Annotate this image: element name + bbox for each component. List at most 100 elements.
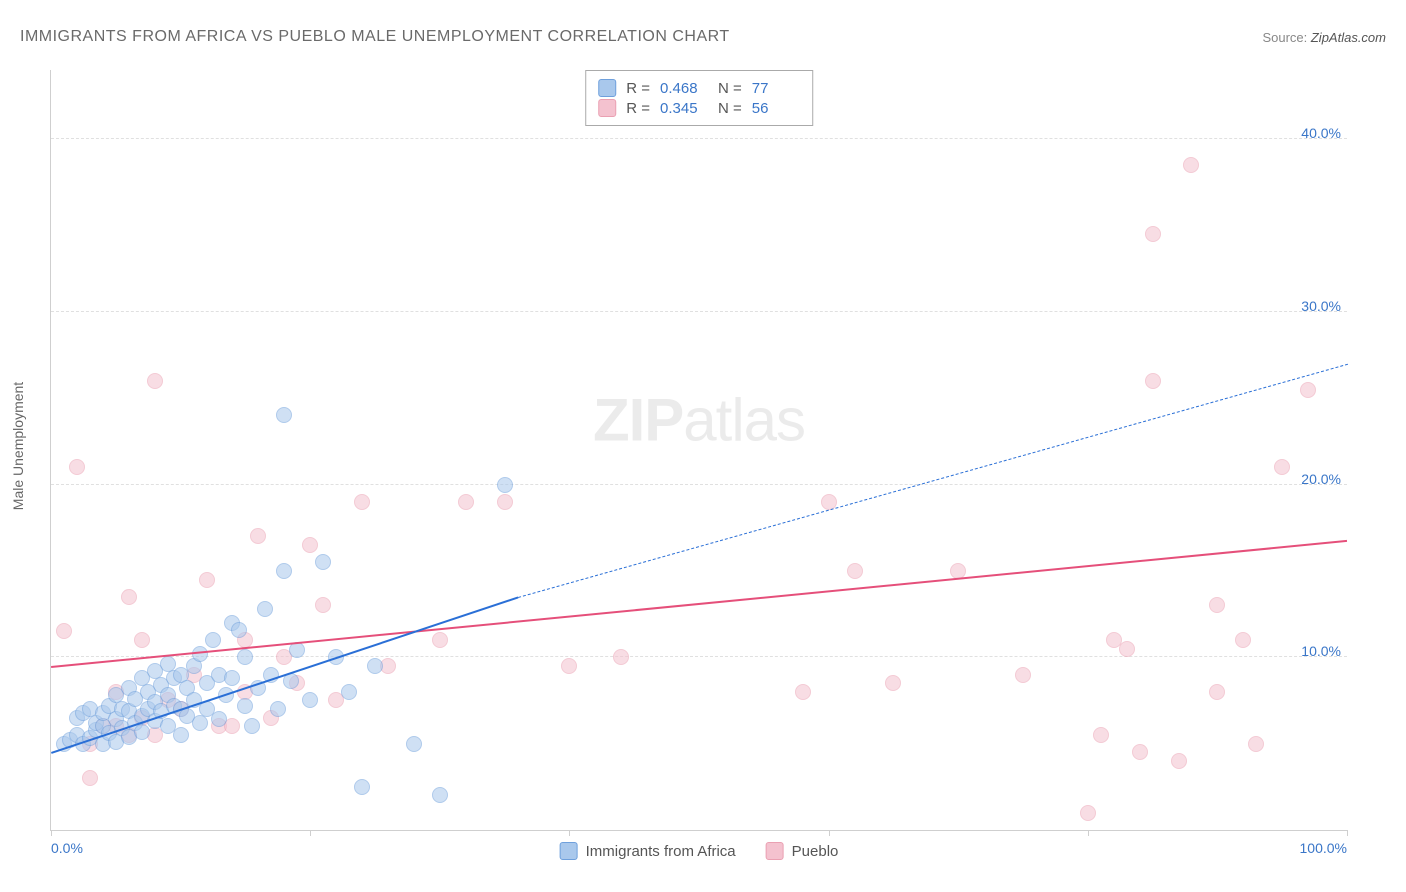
r-value-a: 0.468 xyxy=(660,80,708,97)
point-series-b xyxy=(1183,157,1199,173)
point-series-b xyxy=(1248,736,1264,752)
y-tick-label: 30.0% xyxy=(1301,298,1341,314)
x-tick xyxy=(829,830,830,836)
point-series-b xyxy=(1080,805,1096,821)
point-series-a xyxy=(237,698,253,714)
point-series-b xyxy=(1274,459,1290,475)
gridline-h xyxy=(51,311,1347,312)
r-label: R = xyxy=(626,80,650,97)
y-tick-label: 40.0% xyxy=(1301,125,1341,141)
source-site: ZipAtlas.com xyxy=(1311,30,1386,45)
x-tick xyxy=(569,830,570,836)
chart-title: IMMIGRANTS FROM AFRICA VS PUEBLO MALE UN… xyxy=(20,28,730,46)
scatter-plot-area: ZIPatlas R = 0.468 N = 77 R = 0.345 N = … xyxy=(50,70,1347,831)
gridline-h xyxy=(51,138,1347,139)
point-series-b xyxy=(1119,641,1135,657)
legend-row-b: R = 0.345 N = 56 xyxy=(598,99,800,117)
legend-row-a: R = 0.468 N = 77 xyxy=(598,79,800,97)
point-series-b xyxy=(1300,382,1316,398)
watermark-light: atlas xyxy=(683,386,805,453)
n-label: N = xyxy=(718,100,742,117)
chart-source: Source: ZipAtlas.com xyxy=(1262,30,1386,45)
point-series-b xyxy=(82,770,98,786)
point-series-b xyxy=(847,563,863,579)
y-tick-label: 20.0% xyxy=(1301,471,1341,487)
point-series-b xyxy=(1145,373,1161,389)
point-series-a xyxy=(432,787,448,803)
point-series-a xyxy=(205,632,221,648)
point-series-a xyxy=(244,718,260,734)
point-series-a xyxy=(237,649,253,665)
point-series-a xyxy=(289,642,305,658)
n-value-a: 77 xyxy=(752,80,800,97)
r-label: R = xyxy=(626,100,650,117)
swatch-series-b xyxy=(598,99,616,117)
point-series-a xyxy=(276,407,292,423)
y-axis-title: Male Unemployment xyxy=(10,382,26,510)
point-series-a xyxy=(270,701,286,717)
x-tick xyxy=(51,830,52,836)
x-min-label: 0.0% xyxy=(51,840,83,856)
trendline-series-b xyxy=(51,540,1347,668)
point-series-b xyxy=(561,658,577,674)
point-series-b xyxy=(199,572,215,588)
point-series-a xyxy=(211,711,227,727)
point-series-a xyxy=(302,692,318,708)
watermark: ZIPatlas xyxy=(593,385,805,454)
point-series-b xyxy=(147,373,163,389)
point-series-b xyxy=(69,459,85,475)
point-series-b xyxy=(1145,226,1161,242)
x-tick xyxy=(310,830,311,836)
x-tick xyxy=(1347,830,1348,836)
point-series-a xyxy=(276,563,292,579)
point-series-a xyxy=(497,477,513,493)
point-series-b xyxy=(613,649,629,665)
r-value-b: 0.345 xyxy=(660,100,708,117)
point-series-b xyxy=(795,684,811,700)
point-series-a xyxy=(257,601,273,617)
point-series-a xyxy=(224,670,240,686)
y-tick-label: 10.0% xyxy=(1301,643,1341,659)
point-series-a xyxy=(367,658,383,674)
point-series-b xyxy=(134,632,150,648)
point-series-a xyxy=(173,727,189,743)
trendline-series-a xyxy=(51,597,518,754)
point-series-a xyxy=(192,715,208,731)
point-series-b xyxy=(1171,753,1187,769)
n-label: N = xyxy=(718,80,742,97)
point-series-a xyxy=(315,554,331,570)
point-series-b xyxy=(1209,597,1225,613)
source-label: Source: xyxy=(1262,30,1310,45)
point-series-b xyxy=(1093,727,1109,743)
point-series-b xyxy=(121,589,137,605)
watermark-bold: ZIP xyxy=(593,386,683,453)
point-series-a xyxy=(231,622,247,638)
point-series-b xyxy=(458,494,474,510)
legend-correlation: R = 0.468 N = 77 R = 0.345 N = 56 xyxy=(585,70,813,126)
legend-item-b: Pueblo xyxy=(766,842,839,860)
point-series-b xyxy=(885,675,901,691)
point-series-b xyxy=(250,528,266,544)
gridline-h xyxy=(51,484,1347,485)
point-series-a xyxy=(354,779,370,795)
point-series-b xyxy=(315,597,331,613)
point-series-a xyxy=(406,736,422,752)
legend-label-b: Pueblo xyxy=(792,843,839,860)
point-series-b xyxy=(1235,632,1251,648)
swatch-series-a xyxy=(598,79,616,97)
n-value-b: 56 xyxy=(752,100,800,117)
point-series-b xyxy=(56,623,72,639)
legend-item-a: Immigrants from Africa xyxy=(560,842,736,860)
point-series-b xyxy=(432,632,448,648)
legend-series: Immigrants from Africa Pueblo xyxy=(560,842,839,860)
x-tick xyxy=(1088,830,1089,836)
point-series-b xyxy=(1132,744,1148,760)
title-bar: IMMIGRANTS FROM AFRICA VS PUEBLO MALE UN… xyxy=(20,28,1386,46)
point-series-b xyxy=(354,494,370,510)
swatch-series-a xyxy=(560,842,578,860)
point-series-b xyxy=(497,494,513,510)
legend-label-a: Immigrants from Africa xyxy=(586,843,736,860)
x-max-label: 100.0% xyxy=(1300,840,1347,856)
point-series-a xyxy=(341,684,357,700)
point-series-b xyxy=(1209,684,1225,700)
